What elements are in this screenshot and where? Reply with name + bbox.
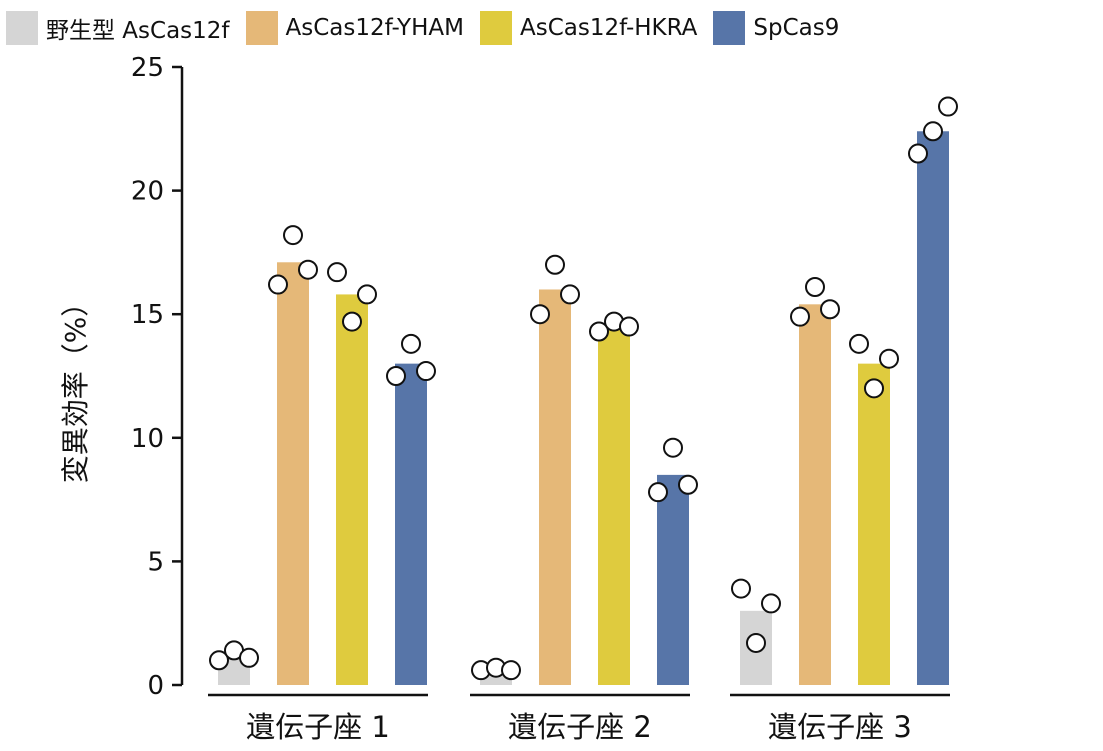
legend: 野生型 AsCas12f AsCas12f-YHAM AsCas12f-HKRA… bbox=[6, 8, 1103, 48]
point-g2-s0-1 bbox=[746, 632, 766, 653]
legend-swatch-wild-type bbox=[6, 11, 38, 45]
legend-label-hkra: AsCas12f-HKRA bbox=[519, 15, 698, 41]
point-g2-s1-1 bbox=[805, 277, 825, 298]
point-g2-s2-2 bbox=[879, 348, 899, 369]
bar-g0-s2 bbox=[336, 294, 368, 685]
point-g0-s3-2 bbox=[416, 361, 436, 382]
legend-swatch-hkra bbox=[479, 11, 512, 45]
point-g1-s0-2 bbox=[501, 660, 521, 681]
point-g2-s3-2 bbox=[938, 96, 958, 117]
legend-item-wild-type: 野生型 AsCas12f bbox=[6, 11, 230, 45]
point-g1-s2-2 bbox=[619, 316, 639, 337]
bar-g0-s3 bbox=[395, 363, 427, 685]
bar-g0-s1 bbox=[277, 262, 309, 685]
legend-label-spcas9: SpCas9 bbox=[753, 15, 840, 41]
bar-g2-s3 bbox=[917, 131, 949, 686]
y-tick-label-0: 0 bbox=[147, 671, 164, 701]
y-tick-label-5: 25 bbox=[131, 53, 164, 83]
bar-g1-s1 bbox=[539, 289, 571, 685]
legend-item-hkra: AsCas12f-HKRA bbox=[479, 11, 698, 45]
bar-g1-s3 bbox=[657, 474, 689, 685]
point-g2-s0-2 bbox=[761, 593, 781, 614]
point-g1-s1-0 bbox=[530, 304, 550, 325]
bar-g2-s2 bbox=[858, 363, 890, 685]
point-g0-s2-1 bbox=[342, 311, 362, 332]
point-g0-s1-1 bbox=[283, 225, 303, 246]
point-g0-s3-0 bbox=[386, 366, 406, 386]
point-g1-s3-0 bbox=[648, 482, 668, 503]
point-g0-s3-1 bbox=[401, 333, 421, 354]
y-tick-label-2: 10 bbox=[131, 424, 164, 454]
point-g1-s3-2 bbox=[678, 474, 698, 495]
legend-label-wild-type: 野生型 AsCas12f bbox=[46, 18, 230, 44]
point-g1-s3-1 bbox=[663, 437, 683, 458]
point-g1-s2-0 bbox=[589, 321, 609, 342]
y-axis-label: 変異効率（%） bbox=[59, 289, 92, 484]
legend-swatch-spcas9 bbox=[713, 11, 746, 45]
point-g0-s1-2 bbox=[298, 259, 318, 280]
point-g1-s1-2 bbox=[560, 284, 580, 305]
y-tick-label-1: 5 bbox=[147, 547, 164, 577]
y-tick-label-4: 20 bbox=[131, 177, 164, 207]
point-g2-s1-2 bbox=[820, 299, 840, 320]
legend-item-yham: AsCas12f-YHAM bbox=[245, 11, 464, 45]
y-tick-label-3: 15 bbox=[131, 300, 164, 330]
point-g2-s1-0 bbox=[790, 306, 810, 327]
bar-g1-s2 bbox=[598, 324, 630, 685]
point-g0-s1-0 bbox=[268, 274, 288, 295]
point-g0-s0-0 bbox=[209, 650, 229, 671]
legend-swatch-yham bbox=[245, 11, 278, 45]
point-g0-s2-2 bbox=[357, 284, 377, 305]
point-g2-s3-0 bbox=[908, 143, 928, 164]
category-label-1: 遺伝子座 2 bbox=[508, 710, 652, 744]
legend-label-yham: AsCas12f-YHAM bbox=[285, 15, 464, 41]
point-g2-s0-0 bbox=[731, 578, 751, 599]
legend-item-spcas9: SpCas9 bbox=[713, 11, 839, 45]
point-g2-s2-0 bbox=[849, 333, 869, 354]
point-g2-s2-1 bbox=[864, 378, 884, 399]
bar-g2-s1 bbox=[799, 304, 831, 685]
category-label-0: 遺伝子座 1 bbox=[246, 710, 390, 744]
point-g1-s1-1 bbox=[545, 254, 565, 275]
point-g0-s2-0 bbox=[327, 262, 347, 283]
point-g2-s3-1 bbox=[923, 121, 943, 142]
category-label-2: 遺伝子座 3 bbox=[768, 710, 912, 744]
point-g0-s0-2 bbox=[239, 647, 259, 668]
